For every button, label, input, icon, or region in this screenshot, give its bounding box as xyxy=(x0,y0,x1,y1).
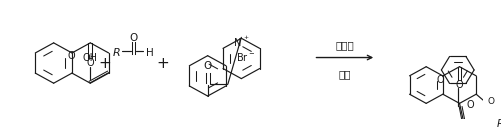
Text: +: + xyxy=(156,55,169,71)
Text: 溶剂: 溶剂 xyxy=(339,69,351,79)
Text: R: R xyxy=(112,48,120,58)
Text: O: O xyxy=(67,51,75,61)
Text: O: O xyxy=(466,100,474,110)
Text: O: O xyxy=(436,75,444,84)
Text: O: O xyxy=(488,97,495,106)
Text: H: H xyxy=(146,48,154,58)
Text: $^+$: $^+$ xyxy=(242,35,250,44)
Text: O: O xyxy=(203,61,212,71)
Text: 催化剂: 催化剂 xyxy=(336,40,354,50)
Text: R: R xyxy=(496,119,501,129)
Text: N: N xyxy=(234,38,241,48)
Text: O: O xyxy=(129,33,138,43)
Text: O: O xyxy=(456,80,463,90)
Text: Br$^-$: Br$^-$ xyxy=(235,51,255,63)
Text: +: + xyxy=(98,55,111,71)
Text: O: O xyxy=(87,58,94,68)
Text: OH: OH xyxy=(83,53,98,63)
